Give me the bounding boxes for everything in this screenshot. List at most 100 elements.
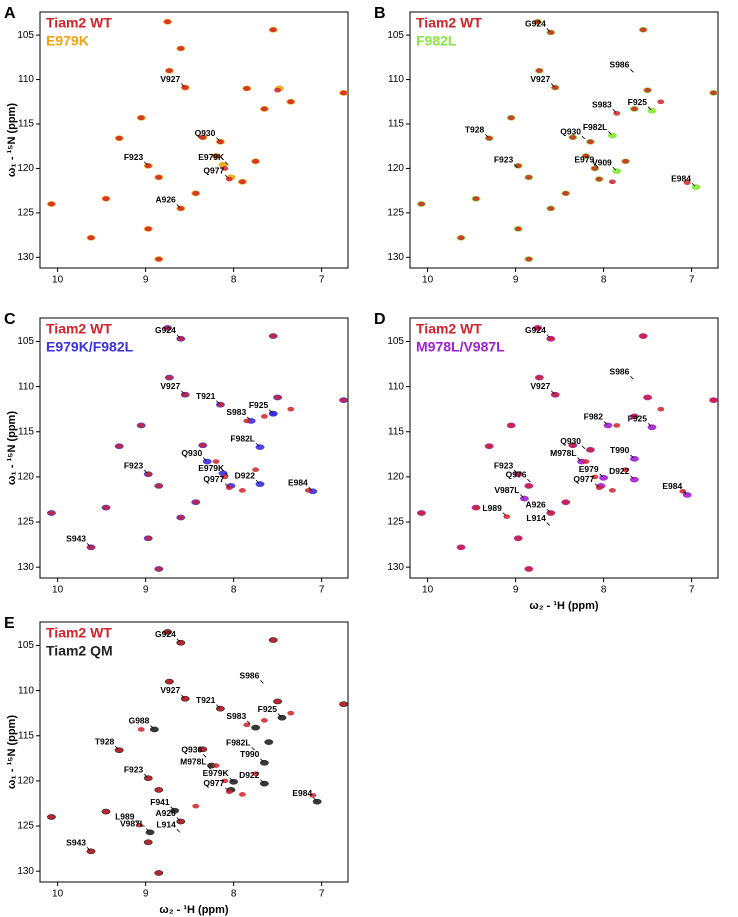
annotation-leader xyxy=(581,445,586,450)
peak xyxy=(599,474,609,481)
peak xyxy=(682,492,692,498)
x-tick-label: 8 xyxy=(601,585,607,596)
annotation-leader xyxy=(603,421,608,425)
peak xyxy=(657,406,665,412)
y-tick-label: 105 xyxy=(387,336,404,347)
peak xyxy=(507,115,515,121)
peak xyxy=(582,459,590,464)
annotation: M978L xyxy=(550,448,576,458)
peak xyxy=(259,780,269,787)
annotation: T990 xyxy=(240,749,260,759)
peak xyxy=(525,483,533,489)
peak xyxy=(144,775,152,781)
peak xyxy=(221,474,229,480)
annotation: F923 xyxy=(494,155,514,165)
annotation: S986 xyxy=(610,367,630,377)
annotation-leader xyxy=(145,828,150,832)
peak xyxy=(177,515,185,520)
y-tick-label: 125 xyxy=(17,821,34,832)
annotation-leader xyxy=(224,174,229,179)
annotation: Q930 xyxy=(195,128,216,138)
peak xyxy=(525,566,533,572)
annotation: F925 xyxy=(628,97,648,107)
peak xyxy=(225,789,233,794)
peak xyxy=(312,798,322,805)
annotation-leader xyxy=(691,182,696,187)
annotation-leader xyxy=(216,400,220,404)
annotation-leader xyxy=(224,787,229,792)
peak xyxy=(287,710,295,716)
peak xyxy=(243,86,251,91)
annotation-leader xyxy=(647,106,652,110)
peak xyxy=(155,787,163,793)
x-tick-label: 10 xyxy=(52,889,64,900)
peak xyxy=(639,27,647,33)
peak xyxy=(608,488,616,493)
peak xyxy=(164,19,172,25)
peak xyxy=(155,175,163,180)
annotation: L989 xyxy=(482,503,502,513)
annotation-leader xyxy=(484,133,489,138)
peak xyxy=(340,397,348,403)
annotation-leader xyxy=(312,797,317,801)
annotation: Q977 xyxy=(203,165,224,175)
peak xyxy=(264,739,274,745)
peak xyxy=(47,814,55,820)
y-tick-label: 110 xyxy=(18,74,34,85)
peak xyxy=(225,485,233,490)
peak xyxy=(547,206,555,211)
y-tick-label: 110 xyxy=(18,685,34,696)
peak xyxy=(503,514,511,519)
annotation: T990 xyxy=(610,445,630,455)
annotation-leader xyxy=(527,478,531,483)
annotation: A926 xyxy=(155,195,176,205)
annotation: S943 xyxy=(66,534,86,544)
x-axis-label: ω₂ - ¹H (ppm) xyxy=(529,600,599,612)
peak xyxy=(274,699,282,704)
peak xyxy=(145,829,155,836)
x-tick-label: 10 xyxy=(52,275,64,286)
peak xyxy=(212,763,220,768)
peak xyxy=(551,85,559,90)
panel-label: C xyxy=(4,311,16,328)
annotation: A926 xyxy=(155,808,176,818)
peak xyxy=(102,196,110,201)
annotation-leader xyxy=(630,376,634,380)
annotation-leader xyxy=(546,508,551,513)
peak xyxy=(535,68,543,73)
y-tick-label: 125 xyxy=(17,208,34,219)
annotation: E984 xyxy=(671,173,691,183)
annotation: E979K xyxy=(203,768,230,778)
peak xyxy=(255,444,265,450)
x-tick-label: 9 xyxy=(143,275,149,286)
x-tick-label: 7 xyxy=(319,275,325,286)
peak xyxy=(221,166,229,171)
x-tick-label: 8 xyxy=(231,275,237,286)
annotation-leader xyxy=(277,713,282,717)
x-tick-label: 8 xyxy=(601,275,607,286)
y-tick-label: 110 xyxy=(18,381,34,392)
annotation: Q977 xyxy=(573,474,594,484)
annotation: G924 xyxy=(525,19,546,29)
annotation: E984 xyxy=(288,478,308,488)
x-tick-label: 7 xyxy=(689,275,695,286)
plot-frame xyxy=(39,11,349,269)
plot-frame xyxy=(39,317,349,579)
annotation-leader xyxy=(180,694,185,699)
peak xyxy=(164,325,172,331)
peak xyxy=(144,840,152,845)
peak xyxy=(181,392,189,397)
x-axis-label: ω₂ - ¹H (ppm) xyxy=(159,904,229,916)
legend-entry: M978L/V987L xyxy=(416,339,505,355)
legend-entry: Tiam2 WT xyxy=(46,15,112,31)
annotation-leader xyxy=(207,765,211,770)
peak xyxy=(309,793,317,798)
panel-label: B xyxy=(374,5,386,22)
y-tick-label: 110 xyxy=(388,381,404,392)
peak xyxy=(457,545,465,550)
y-tick-label: 120 xyxy=(387,472,404,483)
annotation-leader xyxy=(143,161,148,166)
annotation-leader xyxy=(176,817,181,821)
annotation: E979K xyxy=(198,152,225,162)
peak xyxy=(274,395,282,400)
